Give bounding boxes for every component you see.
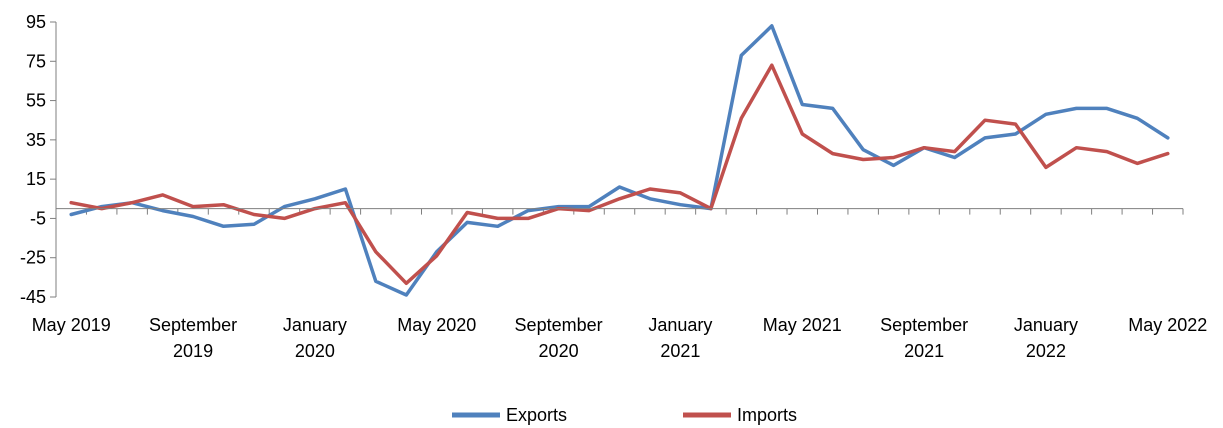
legend-label-imports: Imports	[737, 405, 797, 425]
y-tick-label: 95	[26, 12, 46, 32]
x-tick-label: 2019	[173, 341, 213, 361]
y-tick-label: 35	[26, 130, 46, 150]
x-tick-label: May 2021	[763, 315, 842, 335]
y-tick-label: 55	[26, 91, 46, 111]
x-tick-label: January	[283, 315, 347, 335]
x-tick-label: January	[648, 315, 712, 335]
y-tick-label: -45	[20, 287, 46, 307]
axes	[55, 22, 1183, 297]
x-axis-ticks: May 2019 September 2019 January 2020 May 2020…	[32, 208, 1207, 361]
x-tick-label: 2020	[295, 341, 335, 361]
y-tick-label: -25	[20, 248, 46, 268]
y-tick-label: 15	[26, 169, 46, 189]
x-tick-label: May 2020	[397, 315, 476, 335]
y-tick-label: -5	[30, 208, 46, 228]
y-axis-ticks: 95 75 55 35 15 -5 -25 -45	[20, 12, 56, 307]
x-tick-label: September	[515, 315, 603, 335]
series-line-imports	[69, 63, 1170, 286]
x-tick-label: January	[1014, 315, 1078, 335]
y-tick-label: 75	[26, 51, 46, 71]
x-tick-label: May 2019	[32, 315, 111, 335]
x-tick-label: May 2022	[1128, 315, 1207, 335]
series-lines	[69, 24, 1170, 297]
legend-label-exports: Exports	[506, 405, 567, 425]
x-tick-label: 2021	[660, 341, 700, 361]
legend: Exports Imports	[452, 405, 797, 425]
x-tick-label: September	[149, 315, 237, 335]
series-line-exports	[69, 24, 1170, 297]
x-tick-label: 2022	[1026, 341, 1066, 361]
x-tick-label: September	[880, 315, 968, 335]
x-tick-label: 2021	[904, 341, 944, 361]
x-tick-label: 2020	[539, 341, 579, 361]
